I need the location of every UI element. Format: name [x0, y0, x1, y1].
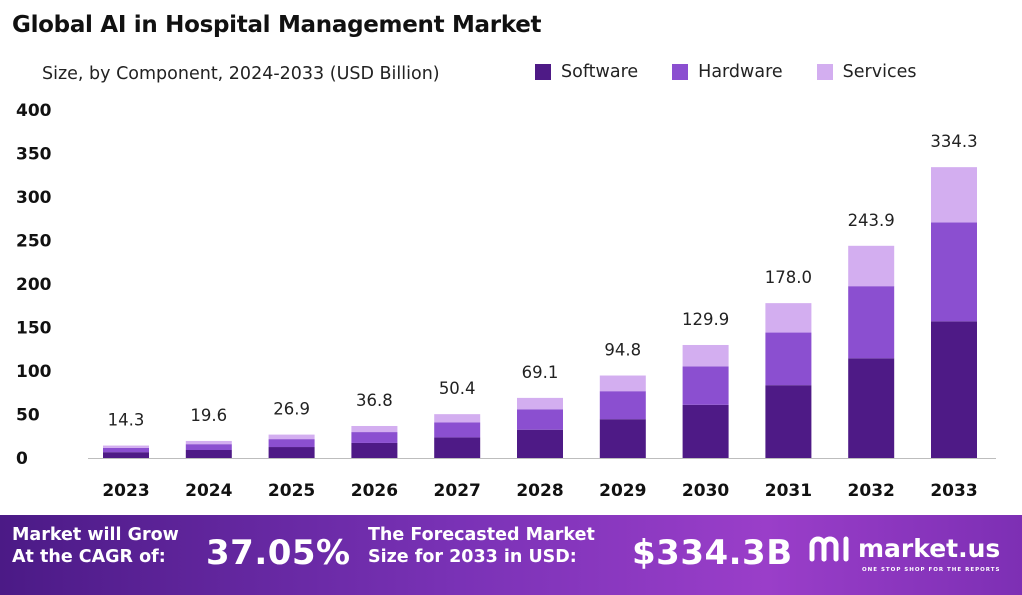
y-tick-label: 0 [16, 449, 28, 469]
bar-segment-hardware [682, 366, 729, 405]
bar-segment-hardware [268, 439, 315, 448]
x-tick-label: 2032 [848, 481, 895, 501]
bar-segment-services [434, 414, 481, 423]
y-tick-label: 300 [16, 188, 52, 208]
bar-segment-hardware [103, 447, 149, 453]
bar-segment-services [351, 425, 398, 433]
legend-swatch-hardware [672, 64, 689, 80]
bar-segment-hardware [351, 432, 398, 443]
bar-segment-software [931, 321, 977, 458]
bar-segment-hardware [848, 286, 895, 359]
bar-segment-services [848, 245, 895, 287]
y-tick-label: 200 [16, 275, 52, 295]
bar-segment-hardware [599, 391, 646, 420]
forecast-value: $334.3B [632, 533, 793, 573]
bar-segment-services [103, 445, 149, 448]
logo-tagline: ONE STOP SHOP FOR THE REPORTS [862, 567, 1001, 573]
x-tick-label: 2030 [682, 481, 729, 501]
bar-segment-hardware [434, 422, 481, 438]
bar-total-label: 334.3 [930, 132, 977, 151]
footer-banner: Market will Grow At the CAGR of: 37.05% … [0, 515, 1022, 595]
legend-swatch-software [535, 64, 551, 80]
bar-total-label: 178.0 [765, 268, 812, 287]
y-tick-label: 250 [16, 232, 52, 252]
x-tick-label: 2031 [765, 481, 812, 501]
bar-segment-services [765, 303, 812, 333]
bar-segment-software [185, 449, 232, 458]
cagr-label: Market will Grow At the CAGR of: [12, 524, 179, 568]
bar-total-label: 19.6 [190, 406, 227, 425]
legend-swatch-services [816, 64, 833, 80]
chart-subtitle: Size, by Component, 2024-2033 (USD Billi… [42, 64, 440, 84]
bar-segment-software [434, 437, 481, 458]
y-tick-label: 50 [16, 406, 40, 426]
y-tick-label: 400 [16, 101, 52, 121]
cagr-label-line1: Market will Grow [12, 525, 179, 545]
x-tick-label: 2029 [599, 481, 646, 501]
y-tick-label: 100 [16, 362, 52, 382]
chart-title: Global AI in Hospital Management Market [12, 12, 542, 38]
x-tick-label: 2033 [930, 481, 977, 501]
cagr-value: 37.05% [206, 533, 351, 573]
bar-segment-hardware [931, 222, 977, 322]
bar-segment-services [268, 434, 315, 440]
bar-segment-software [268, 447, 315, 458]
bar-total-label: 26.9 [273, 400, 310, 419]
bar-segment-services [185, 440, 232, 445]
y-tick-label: 350 [16, 145, 52, 165]
legend-item-hardware: Hardware [672, 62, 783, 82]
bar-total-label: 36.8 [356, 391, 393, 410]
market-us-logo: market.us ONE STOP SHOP FOR THE REPORTS [808, 533, 1001, 573]
market-us-logo-icon [809, 536, 849, 562]
bar-segment-services [931, 167, 977, 223]
bar-segment-services [517, 397, 563, 410]
x-tick-label: 2026 [351, 481, 398, 501]
bar-total-label: 14.3 [108, 411, 145, 430]
stacked-bar-chart: 0 50 100 150 200 250 300 350 400 14.3 2023 19.6 2024… [16, 101, 996, 501]
bar-segment-software [599, 419, 646, 458]
bar-segment-software [351, 442, 398, 458]
x-tick-label: 2023 [102, 481, 149, 501]
bar-segment-software [848, 358, 895, 458]
bar-total-label: 243.9 [848, 211, 895, 230]
logo-wordmark: market.us [858, 533, 1001, 563]
bar-segment-services [682, 344, 729, 367]
bar-total-label: 50.4 [439, 379, 476, 398]
x-tick-label: 2025 [268, 481, 315, 501]
legend-label-services: Services [842, 62, 917, 82]
bar-segment-software [517, 429, 563, 458]
bar-total-label: 69.1 [522, 363, 559, 382]
forecast-label-line1: The Forecasted Market [368, 525, 595, 545]
x-tick-label: 2027 [434, 481, 481, 501]
legend: Software Hardware Services [535, 62, 916, 82]
forecast-label-line2: Size for 2033 in USD: [368, 547, 577, 567]
bar-total-label: 129.9 [682, 310, 729, 329]
y-tick-label: 150 [16, 319, 52, 339]
legend-label-hardware: Hardware [698, 62, 783, 82]
bar-segment-hardware [765, 332, 812, 386]
legend-item-software: Software [535, 62, 638, 82]
bar-total-label: 94.8 [604, 341, 641, 360]
bar-segment-software [682, 404, 729, 458]
bar-segment-software [103, 452, 149, 458]
cagr-label-line2: At the CAGR of: [12, 547, 166, 567]
forecast-label: The Forecasted Market Size for 2033 in U… [368, 524, 595, 568]
bar-segment-services [599, 375, 646, 392]
legend-item-services: Services [816, 62, 917, 82]
bar-segment-hardware [517, 409, 563, 430]
bar-segment-hardware [185, 444, 232, 450]
bar-segment-software [765, 385, 812, 458]
x-tick-label: 2028 [516, 481, 563, 501]
legend-label-software: Software [561, 62, 639, 82]
x-tick-label: 2024 [185, 481, 232, 501]
